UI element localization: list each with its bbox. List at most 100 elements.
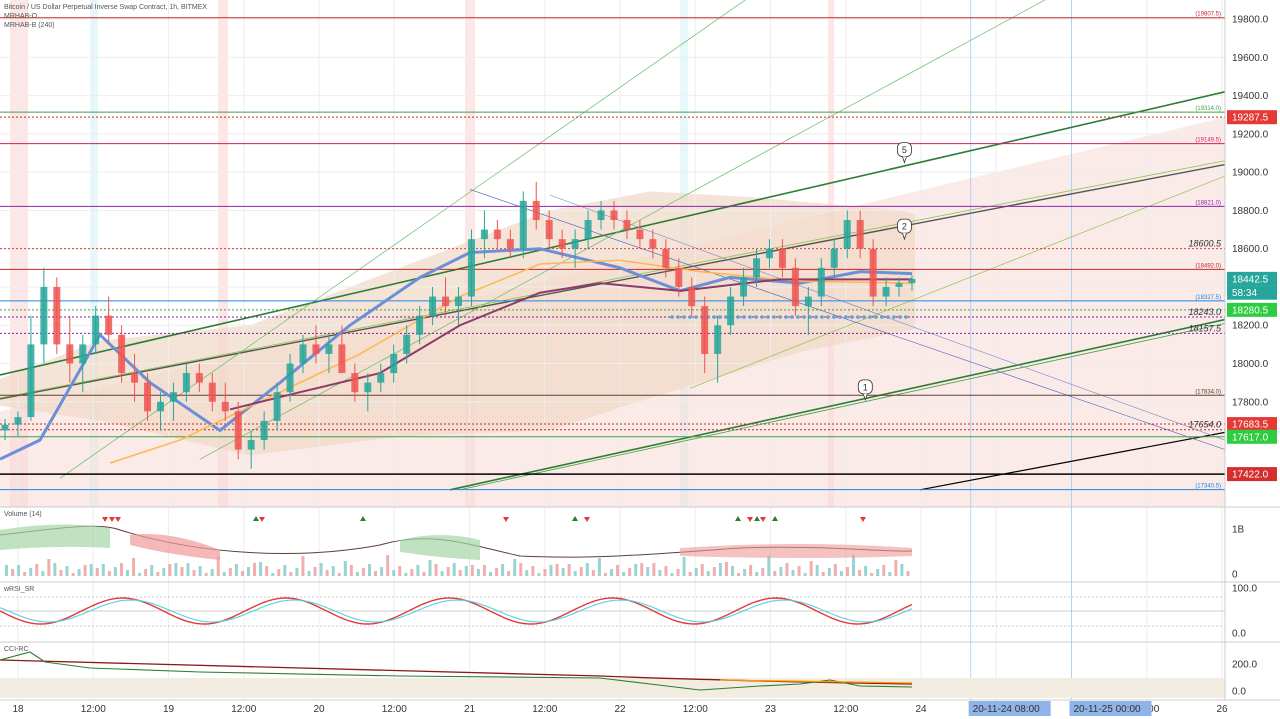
candle-body[interactable] — [195, 373, 203, 383]
candle-body[interactable] — [688, 286, 696, 307]
candle-body[interactable] — [92, 315, 100, 345]
volume-cloud-bull — [400, 535, 480, 560]
candle-body[interactable] — [636, 229, 644, 240]
candle-body[interactable] — [40, 286, 48, 345]
candle-body[interactable] — [765, 248, 773, 259]
candle-body[interactable] — [403, 334, 411, 354]
candle-body[interactable] — [221, 401, 229, 412]
time-tick-label: 12:00 — [382, 704, 407, 715]
indicator-panel[interactable]: CCI-RC 200.0 0.0 — [0, 641, 1280, 698]
candle-body[interactable] — [14, 417, 22, 425]
candle-body[interactable] — [571, 239, 579, 249]
price-tags: 19287.5 18442.5 58:34 18280.5 17683.517617.0… — [1227, 110, 1277, 482]
candle-body[interactable] — [740, 277, 748, 297]
wave-label-5[interactable]: 5 — [897, 142, 912, 164]
indicator-panel[interactable]: wRSI_SR 100.0 0.0 — [0, 581, 1280, 640]
candle-body[interactable] — [351, 373, 359, 393]
candle-body[interactable] — [519, 200, 527, 249]
candle-body[interactable] — [778, 248, 786, 268]
candle-body[interactable] — [234, 411, 242, 450]
candle-body[interactable] — [325, 344, 333, 354]
volume-bar — [628, 568, 632, 576]
candle-body[interactable] — [390, 353, 398, 374]
candle-body[interactable] — [701, 306, 709, 354]
candle-body[interactable] — [455, 296, 462, 307]
candle-body[interactable] — [260, 420, 268, 441]
candle-body[interactable] — [675, 267, 683, 287]
support-dot — [784, 315, 788, 319]
candle-body[interactable] — [506, 239, 514, 249]
candle-body[interactable] — [649, 239, 657, 249]
candle-body[interactable] — [597, 210, 605, 221]
candle-body[interactable] — [532, 200, 540, 221]
candle-body[interactable] — [377, 373, 385, 383]
candle-body[interactable] — [869, 248, 877, 297]
candle-body[interactable] — [312, 344, 320, 354]
candle-body[interactable] — [118, 334, 126, 374]
volume-bar — [779, 567, 783, 576]
candle-body[interactable] — [908, 278, 916, 284]
candle-body[interactable] — [182, 373, 190, 393]
candle-body[interactable] — [364, 382, 372, 393]
candles[interactable] — [0, 181, 916, 469]
candle-body[interactable] — [208, 382, 216, 402]
candle-body[interactable] — [856, 220, 864, 249]
volume-bar — [573, 571, 577, 576]
wave-labels[interactable]: 5 2 1 — [857, 142, 912, 402]
volume-bar — [894, 560, 898, 576]
candle-body[interactable] — [416, 315, 424, 335]
candle-body[interactable] — [131, 373, 139, 383]
candle-body[interactable] — [53, 286, 61, 345]
candle-body[interactable] — [817, 267, 825, 297]
candle-body[interactable] — [273, 392, 281, 421]
level-label: 18243.0 — [1188, 307, 1221, 317]
candle-body[interactable] — [804, 296, 812, 307]
candle-body[interactable] — [338, 344, 346, 374]
candle-body[interactable] — [144, 382, 152, 412]
candle-body[interactable] — [27, 344, 35, 418]
candle-body[interactable] — [66, 344, 74, 364]
candle-body[interactable] — [753, 258, 761, 278]
candle-body[interactable] — [791, 267, 799, 307]
volume-bar — [234, 564, 238, 576]
volume-bar — [404, 573, 408, 576]
support-dot — [850, 315, 854, 319]
wave-label-1[interactable]: 1 — [857, 379, 873, 402]
candle-body[interactable] — [830, 248, 838, 268]
candle-body[interactable] — [467, 239, 475, 297]
candle-body[interactable] — [843, 220, 851, 249]
candle-body[interactable] — [558, 239, 566, 249]
volume-bar — [864, 566, 868, 576]
time-tick-label: 18 — [12, 704, 24, 715]
candle-body[interactable] — [727, 296, 735, 326]
wave-label-2[interactable]: 2 — [897, 218, 912, 241]
candle-body[interactable] — [79, 344, 87, 364]
volume-bar — [428, 560, 432, 576]
candle-body[interactable] — [286, 363, 294, 393]
candle-body[interactable] — [480, 229, 488, 240]
candle-body[interactable] — [714, 325, 722, 354]
candle-body[interactable] — [442, 296, 450, 307]
candle-body[interactable] — [1, 424, 9, 431]
candle-body[interactable] — [545, 220, 553, 240]
candle-body[interactable] — [299, 344, 307, 364]
candle-body[interactable] — [882, 286, 890, 297]
volume-bar — [839, 571, 843, 576]
candle-body[interactable] — [610, 210, 618, 221]
candle-body[interactable] — [662, 248, 670, 268]
price-tag — [1227, 302, 1277, 317]
candle-body[interactable] — [169, 392, 177, 402]
candle-body[interactable] — [247, 440, 255, 450]
candle-body[interactable] — [105, 315, 113, 335]
volume-bar — [107, 571, 111, 576]
candle-body[interactable] — [584, 220, 592, 240]
candle-body[interactable] — [429, 296, 437, 316]
candle-body[interactable] — [493, 229, 501, 240]
candle-body[interactable] — [623, 220, 631, 230]
candle-body[interactable] — [156, 401, 164, 412]
candle-body[interactable] — [895, 283, 903, 287]
indicator-panels[interactable]: Volume (14) 1B 0 wRSI_SR 100.0 0.0 CCI-RC 200.0… — [0, 506, 1280, 698]
indicator-panel[interactable]: Volume (14) 1B 0 — [0, 506, 1280, 581]
